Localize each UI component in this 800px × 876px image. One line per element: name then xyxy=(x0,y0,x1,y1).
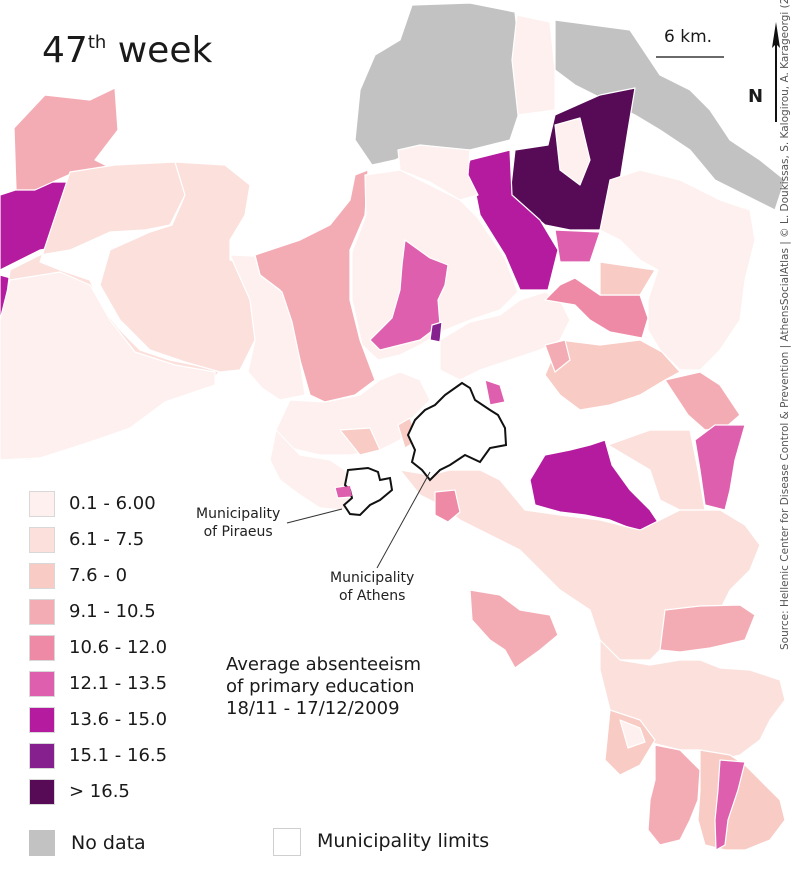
legend-swatch xyxy=(29,707,55,733)
callout-piraeus: Municipality of Piraeus xyxy=(196,505,280,541)
region-small-pink-d xyxy=(544,339,571,373)
region-ctr-right-light xyxy=(544,339,681,411)
region-east-upper xyxy=(599,169,756,371)
region-north-white xyxy=(554,117,591,186)
legend-swatch xyxy=(29,563,55,589)
legend-label: 15.1 - 16.5 xyxy=(69,745,168,766)
legend-swatch xyxy=(29,779,55,805)
legend-label: 12.1 - 13.5 xyxy=(69,673,168,694)
callout-athens: Municipality of Athens xyxy=(330,569,414,605)
legend-swatch xyxy=(29,635,55,661)
region-east-magenta xyxy=(694,424,746,511)
legend-label: 0.1 - 6.00 xyxy=(69,493,156,514)
region-south-pink-a xyxy=(469,589,559,669)
region-south-magenta-strip xyxy=(714,759,746,851)
region-south-pink-b xyxy=(659,604,756,653)
legend-label: > 16.5 xyxy=(69,781,130,802)
legend-label: 9.1 - 10.5 xyxy=(69,601,156,622)
legend-swatch xyxy=(29,743,55,769)
region-east-mid-pink xyxy=(664,371,741,431)
region-west-light-b xyxy=(0,271,216,461)
region-small-pink-a xyxy=(339,427,381,456)
municipality-limits-swatch xyxy=(273,828,301,856)
legend-label: 6.1 - 7.5 xyxy=(69,529,145,550)
legend-swatch xyxy=(29,671,55,697)
legend-swatch xyxy=(29,491,55,517)
legend-item: 10.6 - 12.0 xyxy=(29,635,229,661)
subtitle-line-1: Average absenteeism xyxy=(226,654,422,675)
region-center-light-east xyxy=(599,261,656,296)
legend-item: 15.1 - 16.5 xyxy=(29,743,229,769)
region-central-pink-b xyxy=(369,239,449,351)
legend-swatch xyxy=(29,527,55,553)
callout-athens-line1: Municipality xyxy=(330,570,415,586)
legend-item: 0.1 - 6.00 xyxy=(29,491,229,517)
legend-item: 7.6 - 0 xyxy=(29,563,229,589)
region-central-light-a xyxy=(229,254,306,401)
region-nodata-north xyxy=(354,2,521,166)
region-center-b xyxy=(439,291,571,381)
legend-item: 6.1 - 7.5 xyxy=(29,527,229,553)
region-central-purple-small xyxy=(429,321,443,343)
region-small-pink-b xyxy=(434,489,461,523)
subtitle-line-3: 18/11 - 17/12/2009 xyxy=(226,698,400,719)
legend-swatch xyxy=(29,599,55,625)
no-data-label: No data xyxy=(71,832,146,854)
source-credit: Source: Hellenic Center for Disease Cont… xyxy=(779,0,791,650)
region-central-top-light xyxy=(397,144,479,201)
north-arrow-icon xyxy=(772,22,780,122)
athens-callout-line xyxy=(376,471,431,569)
region-south-bottom-a xyxy=(647,744,701,846)
municipality-limits-label: Municipality limits xyxy=(317,830,490,852)
subtitle-line-2: of primary education xyxy=(226,676,415,697)
no-data-swatch xyxy=(29,830,55,856)
piraeus-callout-line xyxy=(286,508,343,524)
legend-item: 12.1 - 13.5 xyxy=(29,671,229,697)
region-west-light-c xyxy=(99,161,256,373)
legend-item: 13.6 - 15.0 xyxy=(29,707,229,733)
callout-piraeus-line2: of Piraeus xyxy=(203,524,273,540)
callout-piraeus-line1: Municipality xyxy=(196,506,281,522)
map-subtitle: Average absenteeism of primary education… xyxy=(226,654,421,720)
piraeus-inner-magenta xyxy=(336,486,352,497)
region-ctr-bubble xyxy=(484,379,506,406)
legend-label: 13.6 - 15.0 xyxy=(69,709,168,730)
region-piraeus-surround xyxy=(269,429,356,511)
region-north-1 xyxy=(511,14,556,116)
region-north-pink xyxy=(554,229,601,263)
north-label: N xyxy=(748,86,764,107)
athens-boundary xyxy=(406,381,508,482)
piraeus-boundary xyxy=(342,466,394,517)
legend-label: 7.6 - 0 xyxy=(69,565,128,586)
scale-label: 6 km. xyxy=(664,27,713,47)
map-title: 47th week xyxy=(42,30,213,71)
legend-item: 9.1 - 10.5 xyxy=(29,599,229,625)
legend-item: > 16.5 xyxy=(29,779,229,805)
callout-athens-line2: of Athens xyxy=(338,588,406,604)
region-south-white-small xyxy=(619,719,646,749)
legend-label: 10.6 - 12.0 xyxy=(69,637,168,658)
